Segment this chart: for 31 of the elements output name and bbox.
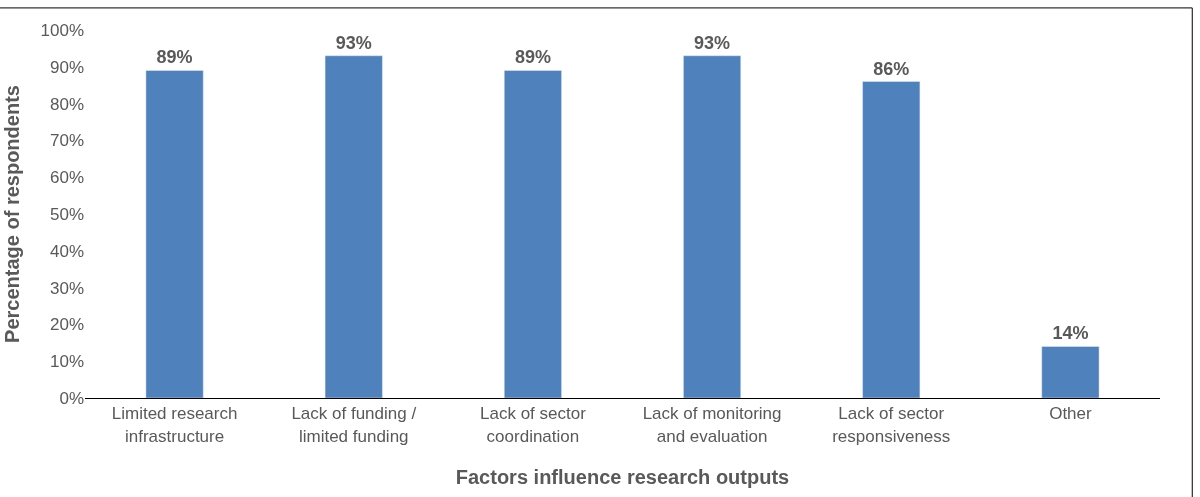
y-tick-label: 80%: [49, 94, 84, 114]
bar: [683, 55, 741, 398]
y-tick-label: 70%: [49, 131, 84, 151]
y-tick-label: 30%: [49, 278, 84, 298]
x-tick-label: Lack of funding / limited funding: [291, 404, 417, 446]
y-tick-label: 60%: [49, 168, 84, 188]
y-tick-label: 40%: [49, 241, 84, 261]
bar: [504, 70, 562, 398]
x-tick-label: Limited research infrastructure: [111, 404, 238, 446]
y-axis-title: Percentage of respondents: [1, 85, 24, 343]
x-tick-label: Other: [1049, 404, 1093, 424]
data-label: 93%: [335, 32, 372, 53]
bar: [1041, 346, 1100, 398]
y-tick-label: 20%: [49, 315, 84, 335]
bar: [862, 81, 921, 398]
data-label: 86%: [873, 58, 910, 79]
bar: [324, 55, 383, 398]
data-label: 89%: [156, 47, 193, 68]
y-tick-label: 90%: [49, 57, 84, 77]
y-tick-label: 100%: [40, 20, 84, 40]
data-label: 14%: [1052, 323, 1089, 344]
x-tick-label: Lack of sector responsiveness: [832, 404, 951, 446]
x-tick-label: Lack of monitoring and evaluation: [642, 404, 782, 446]
x-axis-title: Factors influence research outputs: [455, 466, 790, 488]
data-label: 93%: [694, 32, 731, 53]
y-tick-label: 50%: [49, 204, 84, 224]
bar: [145, 70, 204, 398]
data-label: 89%: [514, 47, 551, 68]
x-tick-label: Lack of sector coordination: [480, 404, 587, 446]
y-tick-label: 0%: [59, 388, 84, 408]
y-tick-label: 10%: [49, 352, 84, 372]
